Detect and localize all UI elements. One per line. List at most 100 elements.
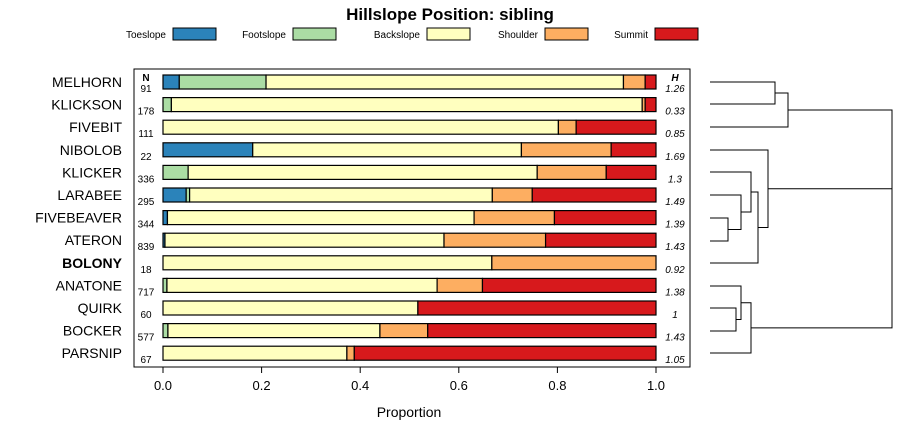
bar-segment-footslope <box>178 74 267 90</box>
legend-swatch <box>292 27 337 41</box>
x-tick-label: 0.0 <box>154 378 172 393</box>
soil-name: PARSNIP <box>62 345 122 361</box>
soil-name: KLICKSON <box>51 97 122 113</box>
soil-name: BOCKER <box>63 323 122 339</box>
row-anatone: ANATONE 717 1.38 <box>56 277 686 298</box>
row-fivebit: FIVEBIT 111 0.85 <box>69 119 685 140</box>
bar-segment-backslope <box>170 96 643 113</box>
legend: Toeslope Footslope Backslope Shoulder Summit <box>126 27 699 41</box>
bar-segment-summit <box>427 323 657 339</box>
bar-segment-shoulder <box>520 142 612 158</box>
bar-segment-backslope <box>162 300 419 316</box>
n-value: 18 <box>140 265 152 276</box>
bar-segment-summit <box>417 300 657 316</box>
h-value: 1.38 <box>665 287 685 298</box>
row-fivebeaver: FIVEBEAVER 344 1.39 <box>35 210 685 231</box>
soil-name: QUIRK <box>78 300 123 316</box>
bar-segment-shoulder <box>536 164 607 180</box>
soil-name: ANATONE <box>56 277 122 293</box>
bar-segment-backslope <box>162 345 348 361</box>
bar-segment-shoulder <box>622 74 646 90</box>
bar-segment-summit <box>575 119 657 135</box>
n-value: 717 <box>138 287 155 298</box>
x-axis: 0.0 0.2 0.4 0.6 0.8 1.0 <box>154 367 665 393</box>
bar-segment-shoulder <box>557 119 577 135</box>
bar-segment-summit <box>553 210 657 226</box>
row-bolony: BOLONY 18 0.92 <box>62 255 685 276</box>
row-parsnip: PARSNIP 67 1.05 <box>62 345 686 366</box>
dendrogram-branch <box>710 92 789 128</box>
plot-frame <box>133 68 691 368</box>
x-tick-label: 0.4 <box>351 378 369 393</box>
bar-segment-backslope <box>162 119 559 135</box>
h-value: 1.26 <box>665 84 685 95</box>
bar-segment-shoulder <box>379 323 429 339</box>
bar-segment-shoulder <box>436 277 484 293</box>
soil-name: FIVEBEAVER <box>35 210 122 226</box>
legend-swatch <box>654 27 699 41</box>
soil-name: ATERON <box>65 232 122 248</box>
bar-segment-summit <box>353 345 657 361</box>
n-column-header: N <box>142 73 149 84</box>
rows: MELHORN 91 1.26 KLICKSON 178 0.33 FIVEBIT 111 0.… <box>35 74 685 366</box>
bar-segment-summit <box>531 187 657 203</box>
bar-segment-shoulder <box>443 232 547 248</box>
soil-name: BOLONY <box>62 255 123 271</box>
legend-label: Toeslope <box>126 30 166 41</box>
h-value: 1.39 <box>665 220 685 231</box>
dendrogram-branch <box>710 81 776 105</box>
dendrogram-branch <box>710 217 729 242</box>
bar-segment-summit <box>544 232 657 248</box>
bar-segment-summit <box>610 142 657 158</box>
bar-segment-summit <box>644 74 657 90</box>
row-quirk: QUIRK 60 1 <box>78 300 678 321</box>
soil-name: KLICKER <box>62 164 122 180</box>
legend-label: Summit <box>614 30 648 41</box>
h-value: 1.69 <box>665 152 685 163</box>
dendrogram-branch <box>710 307 737 332</box>
x-tick-label: 0.6 <box>450 378 468 393</box>
h-column-header: H <box>671 73 679 84</box>
n-value: 67 <box>140 355 152 366</box>
n-value: 344 <box>138 220 155 231</box>
bar-segment-shoulder <box>491 255 657 271</box>
soil-name: FIVEBIT <box>69 119 122 135</box>
bar-segment-backslope <box>189 187 493 203</box>
h-value: 1 <box>672 310 678 321</box>
x-axis-label: Proportion <box>377 404 442 420</box>
dendrogram <box>710 81 893 354</box>
legend-swatch <box>172 27 217 41</box>
bar-segment-toeslope <box>162 74 180 90</box>
legend-swatch <box>544 27 589 41</box>
legend-item-toeslope: Toeslope <box>126 27 217 41</box>
bar-segment-backslope <box>164 232 445 248</box>
bar-segment-toeslope <box>162 187 187 203</box>
legend-swatch <box>426 27 471 41</box>
legend-label: Backslope <box>374 30 421 41</box>
h-value: 1.3 <box>668 174 682 185</box>
h-value: 0.85 <box>665 129 685 140</box>
bar-segment-footslope <box>162 96 172 113</box>
n-value: 111 <box>138 129 154 140</box>
n-value: 91 <box>140 84 152 95</box>
bar-segment-summit <box>605 164 657 180</box>
x-tick-label: 0.8 <box>548 378 566 393</box>
bar-segment-backslope <box>265 74 625 90</box>
row-klicker: KLICKER 336 1.3 <box>62 164 682 185</box>
bar-segment-toeslope <box>162 210 169 226</box>
row-bocker: BOCKER 577 1.43 <box>63 323 685 344</box>
bar-segment-footslope <box>162 164 189 180</box>
n-value: 178 <box>138 107 155 118</box>
x-tick-label: 1.0 <box>647 378 665 393</box>
legend-item-summit: Summit <box>614 27 699 41</box>
row-larabee: LARABEE 295 1.49 <box>57 187 685 208</box>
bar-segment-summit <box>644 96 657 113</box>
dendrogram-branch <box>768 109 893 190</box>
dendrogram-branch <box>710 302 752 354</box>
legend-item-backslope: Backslope <box>374 27 471 41</box>
legend-item-footslope: Footslope <box>242 27 337 41</box>
n-value: 295 <box>138 197 155 208</box>
row-melhorn: MELHORN 91 1.26 <box>52 74 685 95</box>
h-value: 0.33 <box>665 107 685 118</box>
